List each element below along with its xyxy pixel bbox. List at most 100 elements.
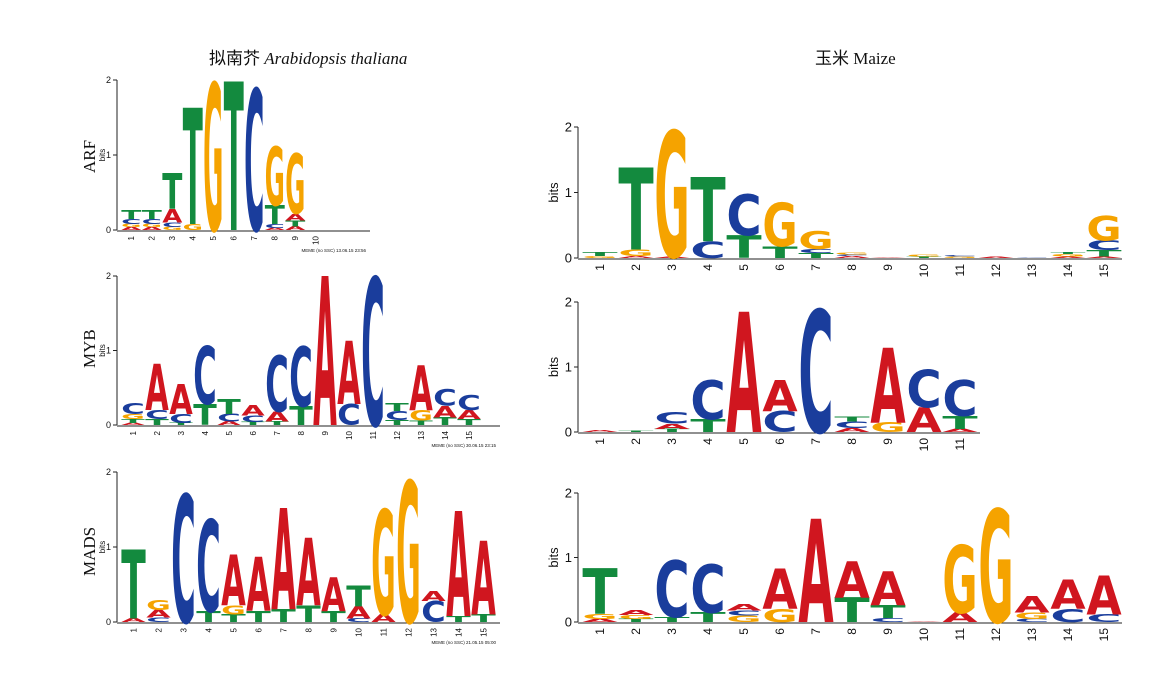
nucleotide-a: A xyxy=(371,612,397,624)
x-tick-label: 10 xyxy=(345,430,354,439)
y-axis-label: bits xyxy=(546,356,561,377)
nucleotide-a: A xyxy=(1086,256,1121,258)
x-tick-label: 8 xyxy=(845,264,859,271)
nucleotide-c: C xyxy=(1014,257,1049,258)
y-tick-label: 1 xyxy=(565,360,572,375)
nucleotide-t: T xyxy=(726,229,761,266)
nucleotide-a: A xyxy=(457,408,481,422)
x-tick-label: 12 xyxy=(404,627,413,636)
nucleotide-a: A xyxy=(1014,593,1050,618)
x-tick-label: 3 xyxy=(179,627,188,632)
nucleotide-c: C xyxy=(265,223,285,229)
nucleotide-t: T xyxy=(296,602,321,628)
nucleotide-a: A xyxy=(582,430,617,433)
x-tick-label: 15 xyxy=(1097,264,1111,278)
x-tick-label: 6 xyxy=(249,430,258,435)
nucleotide-a: A xyxy=(618,255,653,258)
nucleotide-c: C xyxy=(1050,605,1085,626)
nucleotide-t: T xyxy=(285,219,305,229)
nucleotide-t: T xyxy=(409,419,433,426)
nucleotide-a: A xyxy=(834,553,869,610)
nucleotide-a: A xyxy=(762,558,797,622)
nucleotide-t: T xyxy=(196,607,221,625)
x-tick-label: 5 xyxy=(737,628,751,635)
nucleotide-t: T xyxy=(265,420,289,426)
x-tick-label: 4 xyxy=(201,430,210,435)
nucleotide-c: C xyxy=(244,51,264,276)
nucleotide-t: T xyxy=(241,421,265,426)
nucleotide-t: T xyxy=(221,613,245,625)
nucleotide-g: G xyxy=(726,614,761,624)
x-tick-label: 4 xyxy=(701,438,715,445)
nucleotide-g: G xyxy=(146,598,170,613)
nucleotide-c: C xyxy=(690,550,725,628)
x-tick-label: 1 xyxy=(127,235,136,240)
x-tick-label: 5 xyxy=(737,438,751,445)
x-tick-label: 11 xyxy=(953,628,967,641)
y-tick-label: 1 xyxy=(106,542,111,552)
x-tick-label: 12 xyxy=(989,264,1003,278)
meme-footnote: MEME (no SSC) 30.06.15 23:15 xyxy=(431,443,496,448)
nucleotide-c: C xyxy=(433,385,456,412)
y-tick-label: 0 xyxy=(565,615,572,630)
nucleotide-t: T xyxy=(121,531,146,641)
nucleotide-a: A xyxy=(978,256,1013,258)
nucleotide-a: A xyxy=(421,588,446,604)
x-tick-label: 6 xyxy=(254,627,263,632)
nucleotide-a: A xyxy=(446,482,471,651)
nucleotide-t: T xyxy=(942,413,978,434)
nucleotide-g: G xyxy=(582,256,617,259)
x-tick-label: 9 xyxy=(881,438,895,445)
nucleotide-c: C xyxy=(146,616,171,623)
nucleotide-t: T xyxy=(142,208,163,222)
nucleotide-a: A xyxy=(834,427,869,433)
nucleotide-c: C xyxy=(1086,613,1121,625)
nucleotide-a: A xyxy=(433,402,457,421)
nucleotide-t: T xyxy=(762,243,797,262)
x-tick-label: 9 xyxy=(329,627,338,632)
x-tick-label: 5 xyxy=(229,627,238,632)
y-tick-label: 2 xyxy=(565,295,572,310)
nucleotide-g: G xyxy=(121,223,141,228)
nucleotide-t: T xyxy=(618,618,653,623)
nucleotide-g: G xyxy=(203,43,223,277)
x-tick-label: 7 xyxy=(809,628,823,635)
nucleotide-a: A xyxy=(762,372,797,421)
nucleotide-a: A xyxy=(942,428,977,433)
x-tick-label: 1 xyxy=(129,627,138,632)
column-title-arabidopsis: 拟南芥 Arabidopsis thaliana xyxy=(209,44,407,69)
x-tick-label: 5 xyxy=(209,235,218,240)
x-tick-label: 4 xyxy=(204,627,213,632)
y-axis-label: bits xyxy=(546,182,561,203)
nucleotide-a: A xyxy=(241,402,265,419)
title-chinese-arabidopsis: 拟南芥 xyxy=(209,49,260,68)
nucleotide-c: C xyxy=(942,371,977,428)
x-tick-label: 7 xyxy=(279,627,288,632)
nucleotide-t: T xyxy=(433,415,457,427)
nucleotide-g: G xyxy=(834,252,869,255)
nucleotide-t: T xyxy=(582,557,617,629)
nucleotide-a: A xyxy=(618,608,654,616)
nucleotide-g: G xyxy=(1086,210,1121,250)
nucleotide-t: T xyxy=(169,422,193,426)
nucleotide-c: C xyxy=(361,239,385,474)
nucleotide-c: C xyxy=(142,217,162,226)
y-tick-label: 0 xyxy=(565,251,572,266)
x-tick-label: 6 xyxy=(230,235,239,240)
nucleotide-a: A xyxy=(834,255,869,258)
nucleotide-g: G xyxy=(121,413,144,421)
nucleotide-t: T xyxy=(870,602,906,623)
x-tick-label: 11 xyxy=(369,430,378,439)
nucleotide-c: C xyxy=(726,609,761,617)
x-tick-label: 2 xyxy=(148,235,157,240)
nucleotide-a: A xyxy=(285,226,306,232)
x-tick-label: 14 xyxy=(441,430,450,439)
x-tick-label: 2 xyxy=(154,627,163,632)
x-tick-label: 13 xyxy=(1025,264,1039,278)
nucleotide-c: C xyxy=(1086,238,1121,254)
nucleotide-t: T xyxy=(690,610,726,625)
nucleotide-t: T xyxy=(1050,252,1085,255)
nucleotide-a: A xyxy=(870,327,905,447)
